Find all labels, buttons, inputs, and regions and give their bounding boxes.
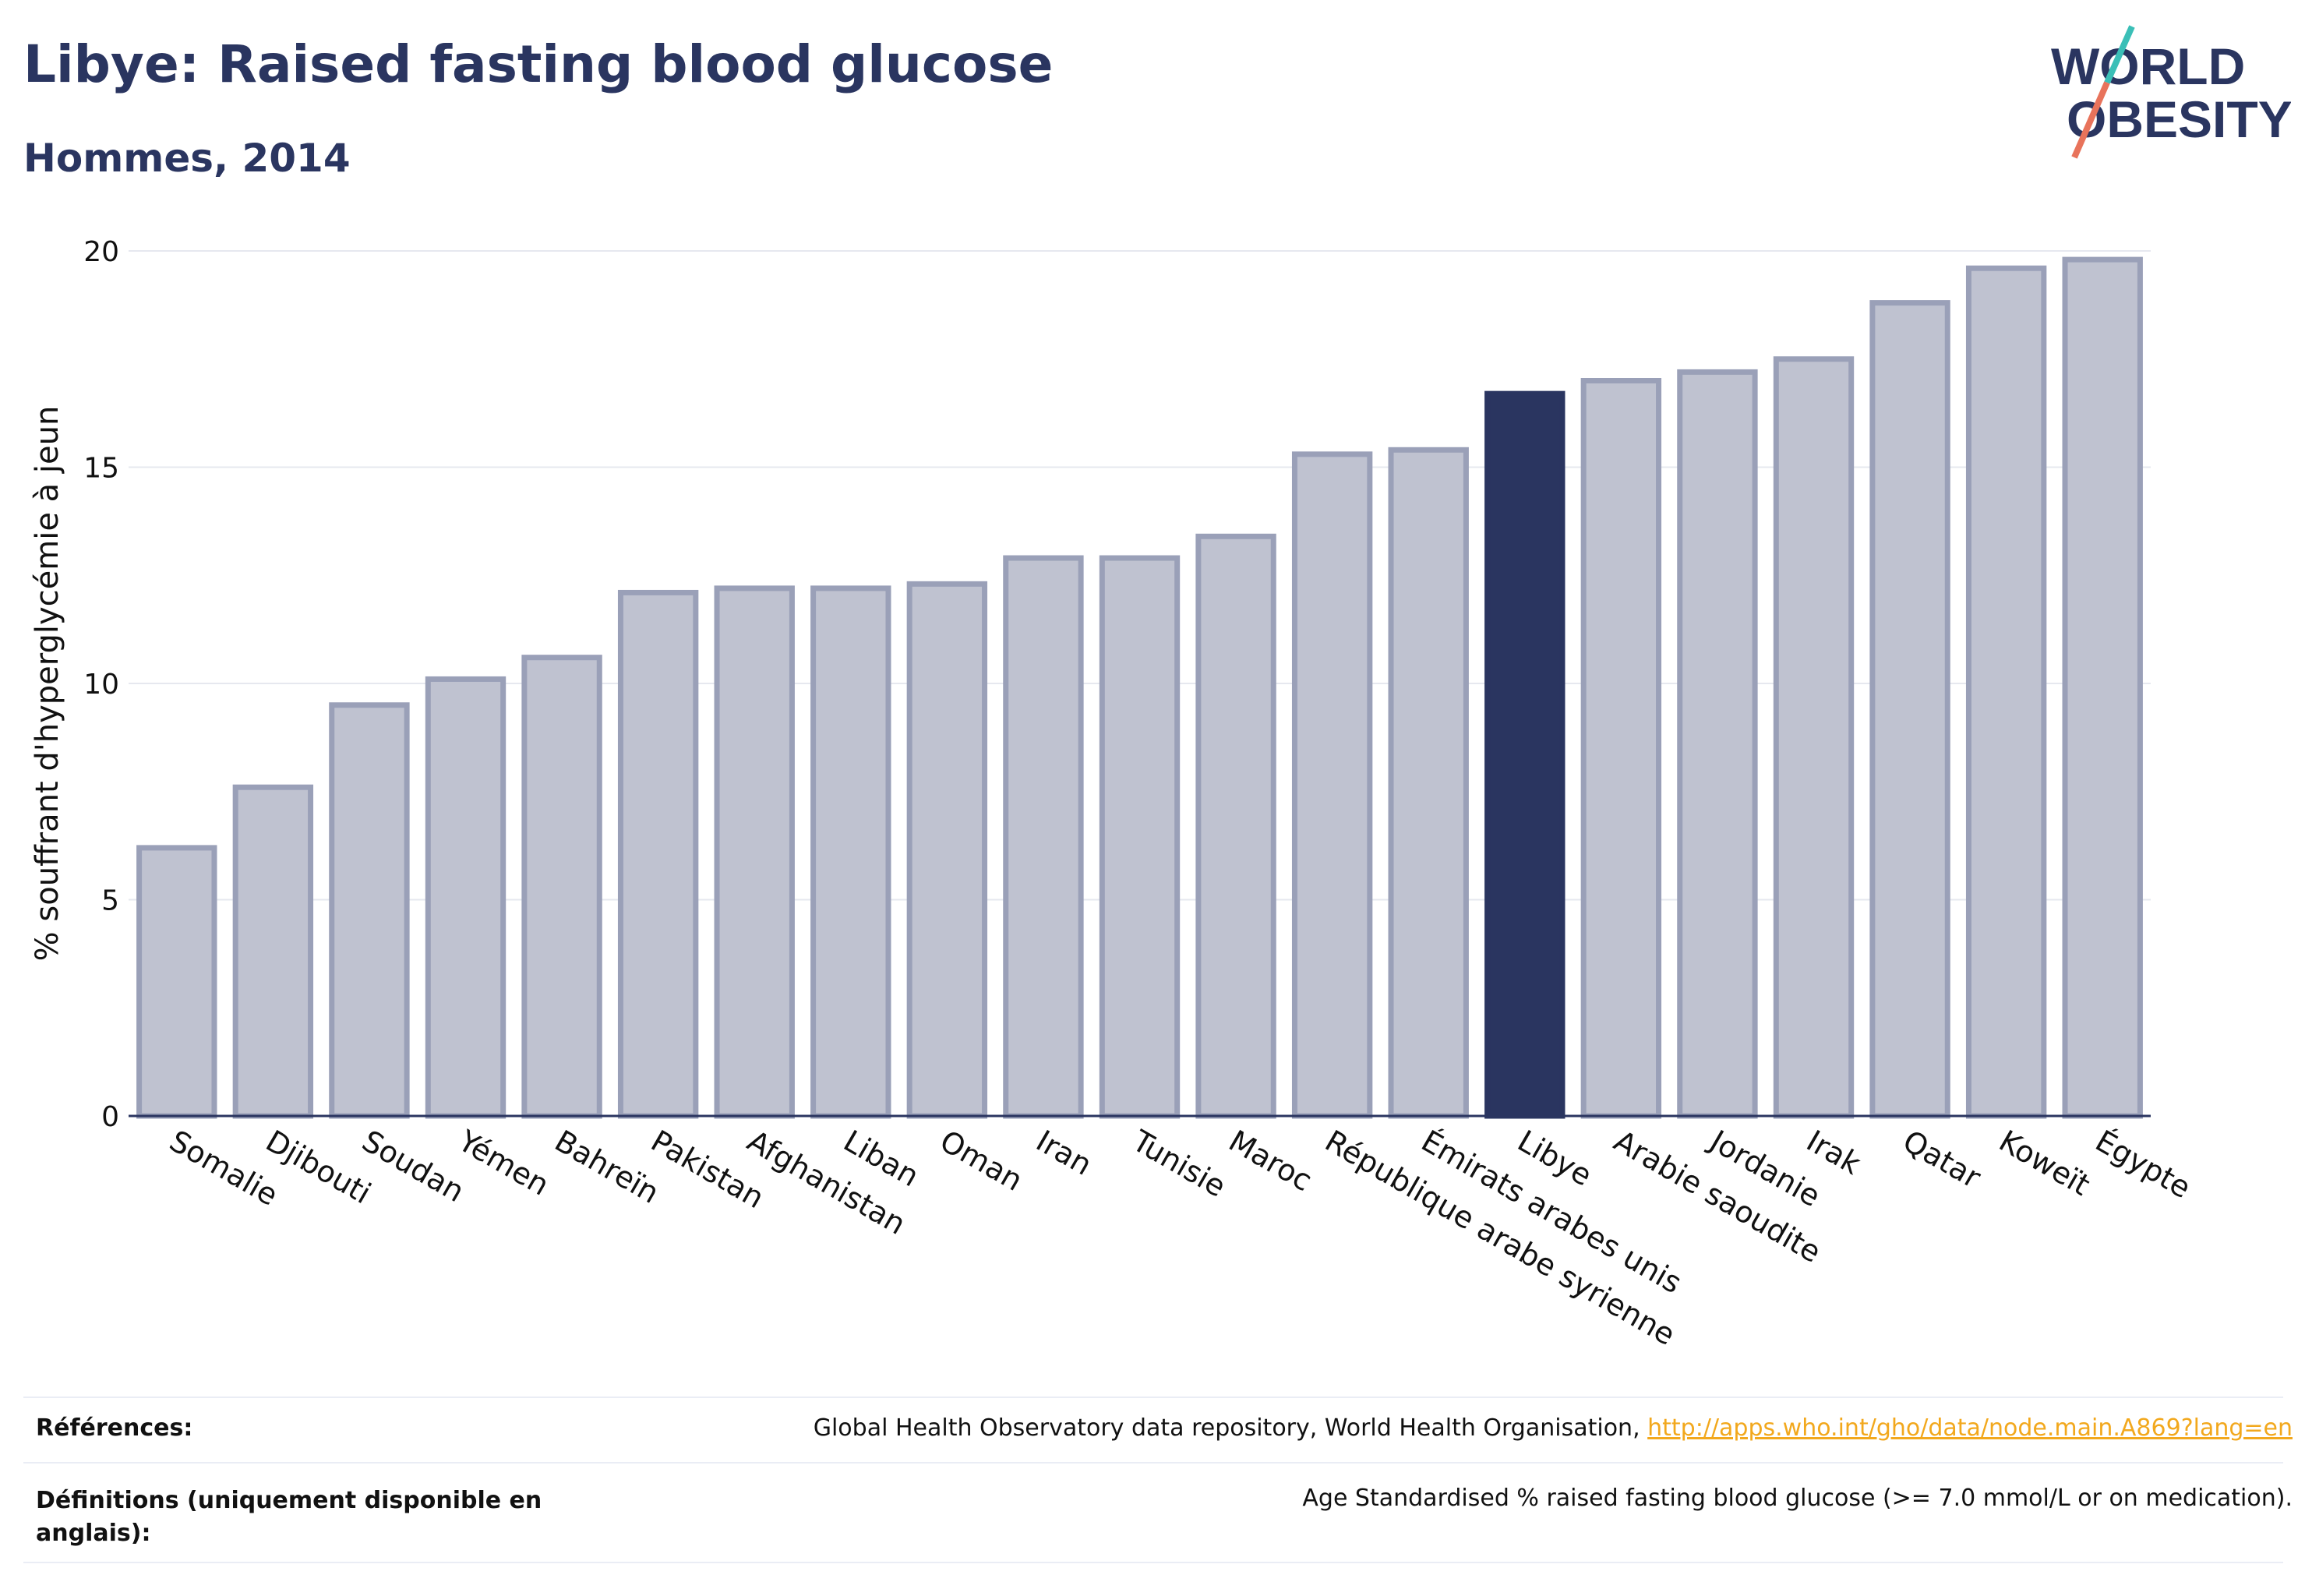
bar xyxy=(1388,447,1469,1119)
bar xyxy=(617,589,699,1119)
x-tick-label: Koweït xyxy=(1993,1124,2095,1202)
x-tick-label: Tunisie xyxy=(1126,1123,1231,1204)
bar xyxy=(1580,378,1662,1119)
bar-chart: 0 5 10 15 20 % souffrant d'hyperglycémie à je… xyxy=(30,236,2197,1352)
bar xyxy=(232,784,314,1119)
footer-divider-bottom xyxy=(23,1562,2283,1563)
references-label: Références: xyxy=(36,1414,193,1442)
bar xyxy=(521,655,602,1119)
y-tick-label: 5 xyxy=(101,885,119,917)
bar xyxy=(1291,451,1373,1119)
definitions-label-line2: anglais): xyxy=(36,1520,151,1547)
bar xyxy=(810,585,891,1119)
footer-divider-top xyxy=(23,1396,2283,1398)
definitions-label: Définitions (uniquement disponible en an… xyxy=(36,1485,542,1550)
bar xyxy=(714,585,795,1119)
y-tick-label: 20 xyxy=(83,236,119,268)
x-tick-label: Irak xyxy=(1801,1124,1866,1181)
x-tick-label: Somalie xyxy=(164,1124,284,1213)
bar xyxy=(1869,300,1950,1119)
x-tick-label: Bahreïn xyxy=(549,1124,665,1210)
bar xyxy=(1195,533,1276,1119)
bar xyxy=(1677,369,1758,1119)
y-tick-label: 0 xyxy=(101,1101,119,1133)
x-tick-label: Yémen xyxy=(452,1123,555,1202)
references-link[interactable]: http://apps.who.int/gho/data/node.main.A… xyxy=(1647,1414,2293,1442)
chart-subtitle: Hommes, 2014 xyxy=(23,136,351,181)
logo-text-world: WORLD xyxy=(2051,37,2245,95)
x-tick-label: Iran xyxy=(1030,1124,1097,1182)
x-tick-label: Égypte xyxy=(2090,1124,2197,1206)
logo-slash-teal xyxy=(2104,25,2135,84)
logo-text-obesity: OBESITY xyxy=(2067,90,2291,148)
y-axis-label: % souffrant d'hyperglycémie à jeun xyxy=(30,406,65,962)
x-tick-label: Maroc xyxy=(1223,1124,1318,1199)
x-tick-label: Soudan xyxy=(356,1124,470,1209)
x-tick-label: Qatar xyxy=(1897,1124,1987,1195)
footer-divider-middle xyxy=(23,1462,2283,1464)
bar xyxy=(329,702,410,1119)
logo-slash-coral xyxy=(2071,81,2110,159)
bar xyxy=(1003,555,1084,1119)
definitions-text: Age Standardised % raised fasting blood … xyxy=(1302,1485,2293,1512)
definitions-label-line1: Définitions (uniquement disponible en xyxy=(36,1487,542,1514)
bar xyxy=(906,581,988,1119)
world-obesity-logo: WORLD OBESITY xyxy=(2051,25,2291,159)
chart-title: Libye: Raised fasting blood glucose xyxy=(23,34,1054,94)
references-text: Global Health Observatory data repositor… xyxy=(813,1414,1648,1442)
bar xyxy=(1484,390,1565,1119)
bar xyxy=(1773,356,1855,1119)
bar xyxy=(425,676,507,1119)
bar xyxy=(136,845,217,1119)
bar xyxy=(1965,265,2047,1119)
x-tick-label: Oman xyxy=(934,1124,1029,1198)
references-value: Global Health Observatory data repositor… xyxy=(814,1414,2293,1442)
y-tick-label: 10 xyxy=(83,669,119,701)
x-tick-label: Djibouti xyxy=(260,1124,377,1211)
bar xyxy=(2062,256,2143,1119)
bar xyxy=(1099,555,1181,1119)
y-tick-label: 15 xyxy=(83,453,119,485)
